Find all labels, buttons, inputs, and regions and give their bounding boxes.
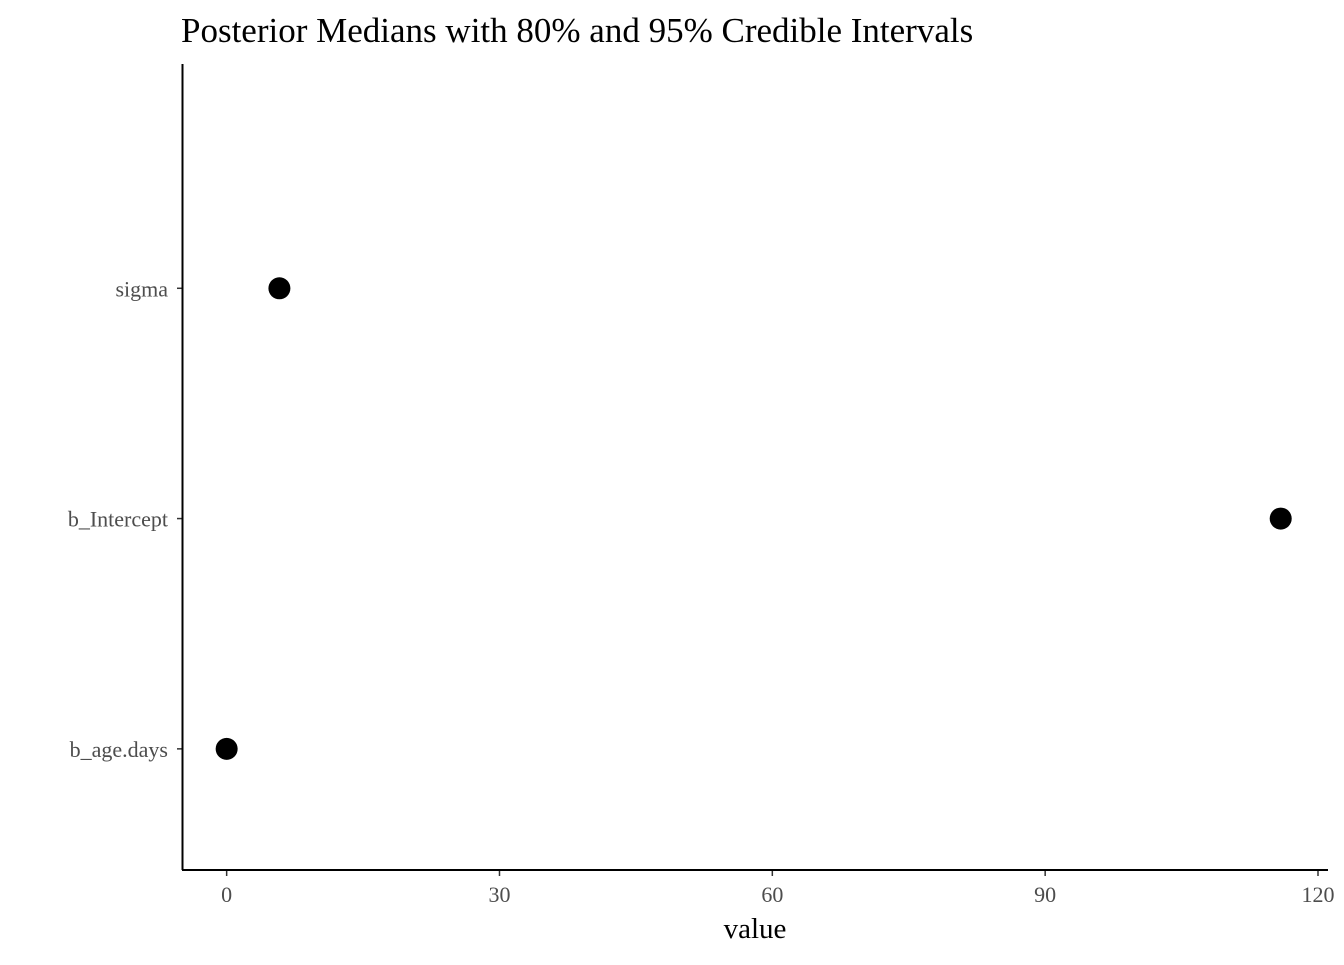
x-tick-label: 60 <box>761 882 783 907</box>
data-point <box>1269 507 1292 530</box>
y-tick-label: sigma <box>115 276 168 301</box>
data-point <box>268 277 291 300</box>
y-tick-label: b_Intercept <box>68 507 168 532</box>
data-points <box>215 277 1292 760</box>
x-tick-label: 120 <box>1301 882 1334 907</box>
y-axis-ticks: b_age.days b_Intercept sigma <box>68 276 183 762</box>
x-axis-ticks: 0 30 60 90 120 <box>221 870 1334 907</box>
x-tick-label: 90 <box>1034 882 1056 907</box>
chart-title: Posterior Medians with 80% and 95% Credi… <box>181 11 973 50</box>
data-point <box>215 737 238 760</box>
x-axis-title: value <box>724 913 787 945</box>
y-tick-label: b_age.days <box>70 737 168 762</box>
x-tick-label: 0 <box>221 882 232 907</box>
x-tick-label: 30 <box>488 882 510 907</box>
